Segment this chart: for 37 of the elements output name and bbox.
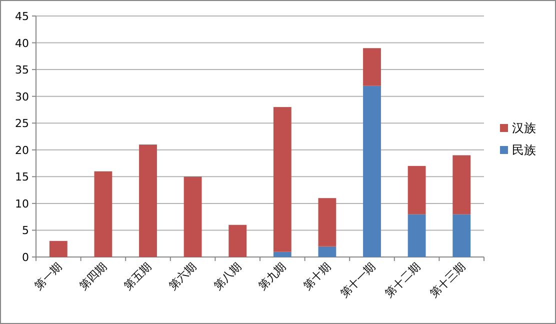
x-tick-label: 第六期	[166, 260, 199, 292]
bar	[94, 171, 112, 257]
y-tick-label: 0	[22, 251, 29, 264]
bar	[408, 214, 426, 257]
bar	[184, 176, 202, 257]
x-tick-label: 第九期	[256, 260, 289, 292]
x-tick-label: 第八期	[211, 260, 244, 292]
y-tick-label: 40	[15, 36, 29, 50]
y-tick-label: 20	[15, 144, 29, 157]
x-tick-label: 第四期	[76, 260, 110, 292]
y-tick-label: 5	[22, 224, 29, 238]
bar	[273, 252, 292, 257]
x-tick-label: 第一期	[32, 260, 65, 292]
bar	[452, 214, 471, 257]
y-tick-label: 30	[15, 90, 29, 104]
bar	[228, 224, 247, 257]
y-tick-label: 10	[15, 197, 29, 210]
x-tick-label: 第十一期	[338, 260, 378, 300]
bar	[363, 86, 381, 257]
bar	[49, 240, 68, 257]
legend-label: 民族	[512, 143, 536, 157]
bar	[363, 48, 381, 86]
y-tick-label: 25	[15, 117, 29, 130]
y-tick-label: 35	[15, 64, 29, 77]
y-tick-label: 15	[15, 170, 29, 184]
bar	[139, 144, 157, 257]
x-tick-label: 第五期	[122, 260, 154, 292]
bar	[318, 198, 336, 246]
legend-label: 汉族	[512, 121, 536, 135]
bar	[318, 246, 336, 257]
y-tick-label: 45	[15, 10, 29, 23]
x-tick-label: 第十三期	[427, 260, 468, 300]
x-tick-label: 第十期	[300, 260, 334, 292]
bar	[408, 166, 426, 214]
bar	[452, 155, 471, 214]
bar	[273, 107, 292, 252]
x-tick-label: 第十二期	[382, 260, 423, 300]
